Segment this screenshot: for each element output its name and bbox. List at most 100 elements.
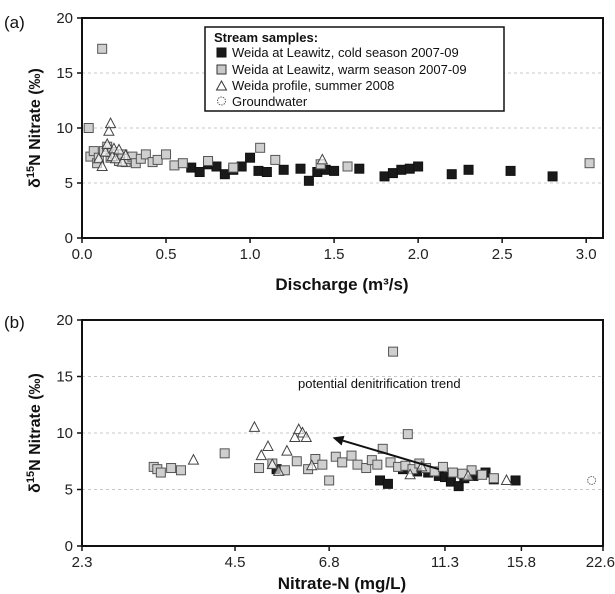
panel-a-point-filled-square xyxy=(211,161,222,172)
panel-a-y-axis-label-rest: N Nitrate (‰) xyxy=(27,68,44,166)
panel-b-x-tick-label: 22.6 xyxy=(586,554,615,571)
panel-b-point-open-square xyxy=(175,465,186,476)
panel-a-point-filled-square xyxy=(354,163,365,174)
panel-a-point-filled-square xyxy=(505,165,516,176)
panel-b-point-open-square xyxy=(488,473,499,484)
panel-b-point-open-square xyxy=(447,467,458,478)
panel-a-point-open-square xyxy=(88,146,99,157)
legend-marker-profile xyxy=(215,79,228,91)
panel-b-point-open-square xyxy=(388,346,399,357)
legend-marker-groundwater xyxy=(217,96,226,106)
panel-a-y-axis-label-prefix: δ xyxy=(27,178,44,188)
legend-entry-warm: Weida at Leawitz, warm season 2007-09 xyxy=(232,62,467,77)
panel-a-y-tick-label: 15 xyxy=(56,65,73,82)
panel-a-point-filled-square xyxy=(219,169,230,180)
panel-b-point-open-square xyxy=(317,459,328,470)
panel-a-point-filled-square xyxy=(261,167,272,177)
panel-a-point-filled-square xyxy=(303,175,314,186)
panel-a-y-tick-label: 5 xyxy=(65,175,73,192)
panel-a-point-open-square xyxy=(169,160,180,171)
panel-a-y-tick-label: 10 xyxy=(56,120,73,137)
panel-b-point-open-square xyxy=(402,429,413,440)
panel-a-point-open-triangle xyxy=(96,159,108,171)
panel-a-x-tick-label: 2.5 xyxy=(492,246,513,263)
panel-b-y-tick-label: 20 xyxy=(56,312,73,329)
panel-b-point-open-square xyxy=(352,459,363,470)
panel-a-point-open-square xyxy=(584,158,595,169)
panel-b-y-axis-label-sup: 15 xyxy=(25,471,37,483)
panel-b-point-open-square xyxy=(372,459,383,470)
panel-a-point-open-triangle xyxy=(109,152,122,164)
panel-a-point-open-square xyxy=(177,158,188,169)
panel-a-point-filled-square xyxy=(387,168,398,179)
panel-a-x-tick-label: 0.0 xyxy=(72,246,93,263)
panel-b-point-open-triangle xyxy=(404,468,416,480)
panel-b-point-open-square xyxy=(166,463,177,474)
panel-a-point-open-square xyxy=(270,154,281,165)
panel-b-point-filled-square xyxy=(453,481,464,492)
panel-a-point-open-triangle xyxy=(316,153,329,165)
annotation-arrow xyxy=(342,439,440,471)
panel-a-y-axis-label-sup: 15 xyxy=(25,166,37,178)
panel-a-point-filled-square xyxy=(295,163,306,174)
legend-title: Stream samples: xyxy=(214,30,318,45)
panel-a-point-open-triangle xyxy=(103,124,115,136)
panel-b-x-tick-label: 15.8 xyxy=(507,554,536,571)
panel-b-x-tick-label: 6.8 xyxy=(319,554,340,571)
panel-b-x-tick-label: 4.5 xyxy=(225,554,246,571)
panel-b-point-open-square xyxy=(324,475,335,486)
panel-a-point-open-triangle xyxy=(116,155,129,167)
panel-b-point-open-triangle xyxy=(266,458,279,470)
panel-a-point-filled-square xyxy=(194,167,205,177)
panel-b-y-axis-label-rest: N Nitrate (‰) xyxy=(27,373,44,471)
panel-a-point-filled-square xyxy=(463,164,474,175)
panel-b-point-open-triangle xyxy=(248,420,261,432)
panel-b-point-open-triangle xyxy=(415,460,428,472)
panel-a-point-filled-square xyxy=(186,162,197,173)
panel-b-point-open-square xyxy=(254,463,265,474)
legend-marker-cold xyxy=(216,47,227,58)
panel-b-x-axis-label: Nitrate-N (mg/L) xyxy=(278,574,406,593)
panel-b-y-tick-label: 15 xyxy=(56,369,73,386)
panel-b-y-axis-label: δ15N Nitrate (‰) xyxy=(25,373,44,493)
panel-b-y-tick-label: 10 xyxy=(56,425,73,442)
panel-b-point-open-square xyxy=(310,453,321,464)
panel-a-y-tick-label: 0 xyxy=(65,230,73,247)
panel-a-point-filled-square xyxy=(547,171,558,182)
panel-a-point-filled-square xyxy=(413,161,424,172)
panel-a-point-open-triangle xyxy=(92,152,105,164)
panel-b-point-open-square xyxy=(437,461,448,472)
panel-b-point-open-square xyxy=(466,465,477,476)
panel-a-label: (a) xyxy=(4,13,25,32)
panel-a-point-open-triangle xyxy=(104,117,117,129)
panel-a-point-filled-square xyxy=(396,164,407,175)
panel-b-y-tick-label: 0 xyxy=(65,538,73,555)
panel-b-point-open-triangle xyxy=(272,464,285,476)
panel-a-point-open-square xyxy=(97,43,108,54)
panel-b-y-axis-label-prefix: δ xyxy=(27,483,44,493)
panel-a-point-open-triangle xyxy=(99,145,112,157)
panel-b-point-open-square xyxy=(361,463,372,474)
panel-a-point-open-square xyxy=(342,161,353,172)
panel-a-point-filled-square xyxy=(278,164,289,175)
panel-a-x-axis-label: Discharge (m³/s) xyxy=(275,275,408,294)
panel-b-point-open-triangle xyxy=(262,439,274,452)
panel-b: (b) 0 5 10 15 20 2.3 4.5 6.8 11.3 15.8 22.6 potent… xyxy=(4,312,615,593)
panel-b-x-tick-label: 11.3 xyxy=(431,554,459,571)
panel-b-point-open-triangle xyxy=(255,449,268,461)
panel-a-point-open-triangle xyxy=(119,148,132,160)
panel-b-point-open-square xyxy=(219,448,230,459)
panel-b-point-open-triangle xyxy=(500,473,513,485)
panel-a-point-filled-square xyxy=(404,163,415,174)
panel-b-point-open-triangle xyxy=(462,469,474,481)
panel-a-x-tick-label: 1.5 xyxy=(324,246,345,263)
panel-a-x-tick-label: 0.5 xyxy=(156,246,177,263)
panel-b-point-open-triangle xyxy=(281,444,293,456)
legend-entry-profile: Weida profile, summer 2008 xyxy=(232,78,394,93)
panel-a-x-tick-label: 2.0 xyxy=(408,246,429,263)
panel-b-point-filled-square xyxy=(382,478,393,489)
panel-b-point-open-square xyxy=(155,467,166,478)
panel-a-point-open-square xyxy=(161,149,172,160)
panel-b-point-filled-square xyxy=(510,475,521,486)
